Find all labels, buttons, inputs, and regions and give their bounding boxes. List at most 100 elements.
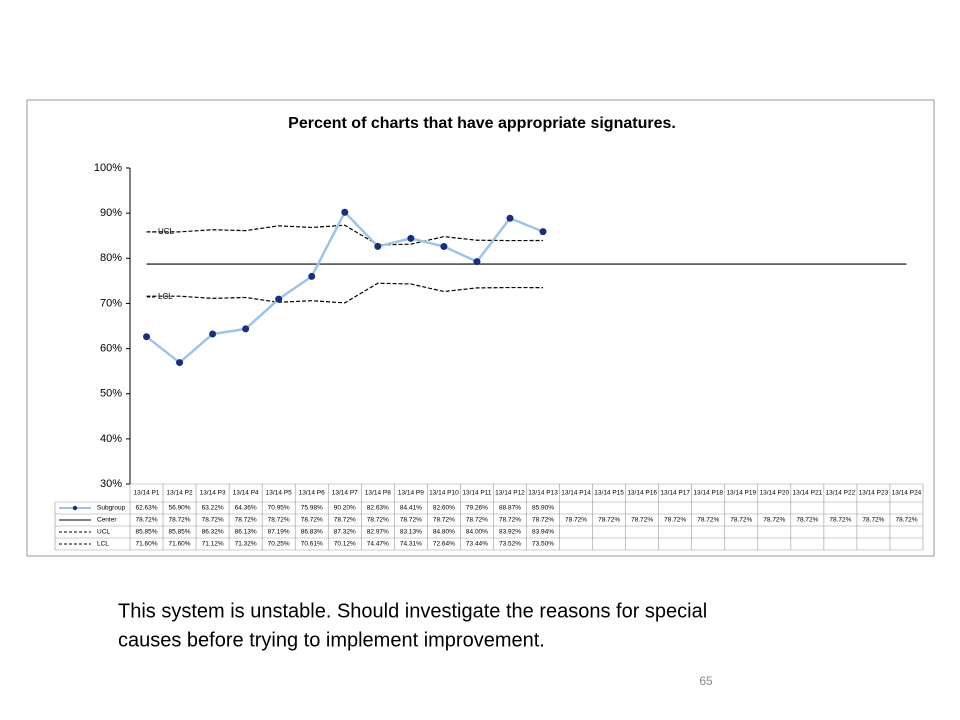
table-value: 78.72% [829, 517, 851, 524]
chart-title: Percent of charts that have appropriate … [288, 115, 676, 132]
table-value: 78.72% [202, 517, 224, 524]
x-tick-label: 13/14 P16 [627, 490, 657, 497]
table-value: 86.13% [235, 529, 257, 536]
x-tick-label: 13/14 P17 [660, 490, 690, 497]
marker [341, 208, 349, 216]
table-value: 74.47% [367, 541, 389, 548]
x-tick-label: 13/14 P6 [299, 490, 325, 497]
table-value: 62.63% [135, 505, 157, 512]
x-tick-label: 13/14 P13 [528, 490, 558, 497]
table-value: 87.32% [334, 529, 356, 536]
table-value: 71.60% [135, 541, 157, 548]
table-value: 70.25% [268, 541, 290, 548]
table-value: 78.72% [598, 517, 620, 524]
x-tick-label: 13/14 P3 [200, 490, 226, 497]
note-line: This system is unstable. Should investig… [118, 600, 707, 622]
y-tick-label: 60% [100, 342, 122, 354]
table-value: 83.94% [532, 529, 554, 536]
marker [209, 330, 217, 338]
table-value: 85.90% [532, 505, 554, 512]
legend-label: Center [97, 517, 117, 524]
note-line: causes before trying to implement improv… [118, 629, 545, 651]
marker [374, 242, 382, 250]
table-value: 72.64% [433, 541, 455, 548]
table-value: 74.31% [400, 541, 422, 548]
table-value: 64.36% [235, 505, 257, 512]
x-tick-label: 13/14 P10 [429, 490, 459, 497]
x-tick-label: 13/14 P8 [365, 490, 391, 497]
table-value: 78.72% [433, 517, 455, 524]
marker [506, 214, 514, 222]
table-value: 82.60% [433, 505, 455, 512]
table-value: 86.83% [301, 529, 323, 536]
table-value: 78.72% [169, 517, 191, 524]
table-value: 78.72% [135, 517, 157, 524]
marker [473, 258, 481, 266]
table-value: 85.85% [135, 529, 157, 536]
table-value: 83.92% [499, 529, 521, 536]
x-tick-label: 13/14 P18 [693, 490, 723, 497]
x-tick-label: 13/14 P7 [332, 490, 358, 497]
table-value: 78.72% [499, 517, 521, 524]
x-tick-label: 13/14 P22 [826, 490, 856, 497]
table-value: 78.72% [895, 517, 917, 524]
series-line [146, 224, 544, 246]
table-value: 78.72% [796, 517, 818, 524]
table-value: 78.72% [235, 517, 257, 524]
x-tick-label: 13/14 P15 [594, 490, 624, 497]
table-value: 88.87% [499, 505, 521, 512]
marker [308, 272, 316, 280]
x-tick-label: 13/14 P24 [892, 490, 922, 497]
table-value: 56.90% [169, 505, 191, 512]
legend-marker [72, 505, 78, 511]
marker [143, 333, 151, 341]
marker [176, 359, 184, 367]
legend-label: LCL [97, 541, 109, 548]
table-value: 84.00% [466, 529, 488, 536]
table-value: 82.97% [367, 529, 389, 536]
marker [275, 295, 283, 303]
marker [407, 234, 415, 242]
x-tick-label: 13/14 P23 [859, 490, 889, 497]
table-value: 78.72% [565, 517, 587, 524]
marker [242, 325, 250, 333]
y-tick-label: 30% [100, 478, 122, 490]
x-tick-label: 13/14 P1 [134, 490, 160, 497]
page-number: 65 [699, 674, 713, 688]
table-value: 78.72% [400, 517, 422, 524]
legend-label: Subgroup [97, 505, 126, 512]
x-tick-label: 13/14 P9 [398, 490, 424, 497]
y-tick-label: 50% [100, 388, 122, 400]
table-value: 78.72% [730, 517, 752, 524]
table-value: 78.72% [763, 517, 785, 524]
y-tick-label: 90% [100, 207, 122, 219]
table-value: 78.72% [664, 517, 686, 524]
marker [440, 243, 448, 251]
table-value: 78.72% [301, 517, 323, 524]
x-tick-label: 13/14 P12 [495, 490, 525, 497]
table-value: 75.98% [301, 505, 323, 512]
table-value: 84.80% [433, 529, 455, 536]
x-tick-label: 13/14 P2 [167, 490, 193, 497]
x-tick-label: 13/14 P11 [462, 490, 492, 497]
table-value: 85.85% [169, 529, 191, 536]
table-value: 84.41% [400, 505, 422, 512]
table-value: 78.72% [334, 517, 356, 524]
table-value: 71.32% [235, 541, 257, 548]
table-value: 86.32% [202, 529, 224, 536]
table-value: 90.20% [334, 505, 356, 512]
table-value: 78.72% [862, 517, 884, 524]
table-value: 71.12% [202, 541, 224, 548]
table-value: 78.72% [466, 517, 488, 524]
y-tick-label: 80% [100, 252, 122, 264]
table-value: 70.12% [334, 541, 356, 548]
marker [539, 228, 547, 236]
x-tick-label: 13/14 P14 [561, 490, 591, 497]
x-tick-label: 13/14 P4 [233, 490, 259, 497]
table-value: 78.72% [697, 517, 719, 524]
legend-label: UCL [97, 529, 110, 536]
table-value: 73.52% [499, 541, 521, 548]
table-value: 70.61% [301, 541, 323, 548]
